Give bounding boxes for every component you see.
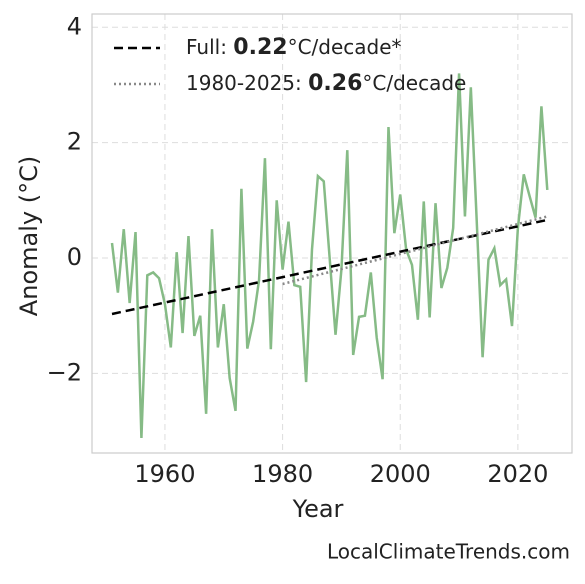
legend-text: °C/decade* — [288, 35, 402, 59]
x-tick-label: 2020 — [487, 460, 548, 488]
legend-text: °C/decade — [362, 71, 466, 95]
y-axis-label: Anomaly (°C) — [15, 156, 43, 316]
x-axis-label: Year — [292, 495, 344, 523]
legend-text: 0.26 — [308, 71, 362, 96]
x-tick-label: 1960 — [134, 460, 195, 488]
legend-text: 0.22 — [233, 35, 287, 60]
series-line — [282, 215, 548, 286]
series-line — [111, 218, 548, 316]
y-tick-label: 2 — [67, 128, 82, 156]
source: LocalClimateTrends.com — [327, 540, 570, 564]
series-line — [110, 73, 549, 439]
legend-text: 1980-2025: — [186, 71, 308, 95]
x-tick-label: 1980 — [252, 460, 313, 488]
y-tick-label: −2 — [47, 358, 82, 386]
legend-label: Full: 0.22°C/decade* — [186, 35, 402, 61]
x-tick-label: 2000 — [370, 460, 431, 488]
y-tick-label: 4 — [67, 12, 82, 40]
plot-frame — [91, 13, 573, 454]
legend-text: Full: — [186, 35, 233, 59]
y-tick-label: 0 — [67, 243, 82, 271]
legend-label: 1980-2025: 0.26°C/decade — [186, 71, 466, 97]
